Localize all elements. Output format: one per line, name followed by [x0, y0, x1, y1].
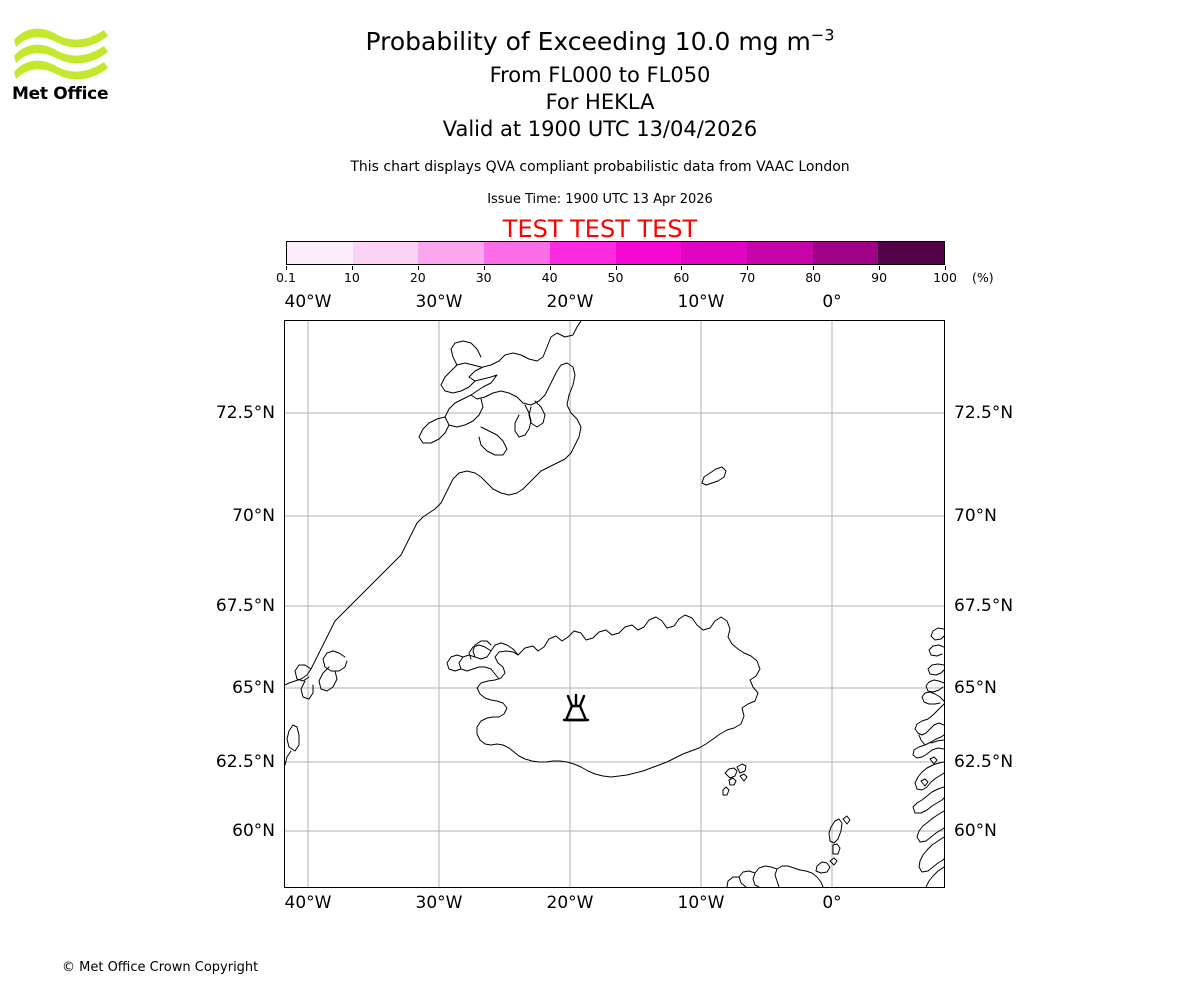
- colorbar-tick-0.1: 0.1: [276, 270, 296, 285]
- map-gridlines: [285, 321, 944, 887]
- colorbar-tick-mark: [286, 266, 287, 270]
- colorbar-band-6: [681, 242, 747, 264]
- lon-label-bottom--40: 40°W: [284, 893, 332, 913]
- colorbar-swatches: [286, 241, 945, 265]
- lon-label-bottom--30: 30°W: [415, 893, 463, 913]
- lat-label-left-70: 70°N: [232, 506, 275, 526]
- colorbar-tick-30: 30: [475, 270, 492, 285]
- colorbar-band-0: [287, 242, 353, 264]
- page-title: Probability of Exceeding 10.0 mg m−3: [0, 26, 1200, 58]
- lat-label-right-72.5: 72.5°N: [954, 403, 1014, 423]
- colorbar-unit-label: (%): [972, 270, 994, 285]
- colorbar-tick-mark: [813, 266, 815, 270]
- lon-label-top--40: 40°W: [284, 292, 332, 312]
- lat-label-left-72.5: 72.5°N: [215, 403, 275, 423]
- colorbar-tick-mark: [747, 266, 749, 270]
- colorbar-tick-mark: [681, 266, 683, 270]
- colorbar-band-5: [615, 242, 682, 264]
- colorbar-tick-mark: [417, 266, 419, 270]
- lon-label-top--30: 30°W: [415, 292, 463, 312]
- met-office-logo-text: Met Office: [12, 84, 109, 104]
- colorbar-tick-mark: [945, 266, 946, 270]
- coastlines: [285, 321, 944, 887]
- colorbar-tick-10: 10: [343, 270, 360, 285]
- colorbar-band-1: [352, 242, 419, 264]
- lat-label-left-67.5: 67.5°N: [215, 596, 275, 616]
- ash-probability-map[interactable]: [284, 320, 945, 888]
- lat-label-right-60: 60°N: [954, 821, 997, 841]
- colorbar-tick-mark: [351, 266, 353, 270]
- lon-label-top--10: 10°W: [677, 292, 725, 312]
- lat-label-right-70: 70°N: [954, 506, 997, 526]
- colorbar-tick-70: 70: [739, 270, 756, 285]
- test-banner: TEST TEST TEST: [502, 215, 698, 243]
- colorbar-tick-60: 60: [673, 270, 690, 285]
- met-office-logo: Met Office: [12, 24, 112, 114]
- colorbar-tick-mark: [549, 266, 551, 270]
- colorbar-band-3: [484, 242, 550, 264]
- issue-time: Issue Time: 1900 UTC 13 Apr 2026: [487, 192, 713, 207]
- colorbar-tick-mark: [483, 266, 485, 270]
- copyright-notice: © Met Office Crown Copyright: [62, 960, 259, 975]
- lat-label-left-62.5: 62.5°N: [215, 752, 275, 772]
- colorbar-tick-50: 50: [607, 270, 624, 285]
- colorbar-band-4: [549, 242, 616, 264]
- volcano-marker: [562, 693, 590, 722]
- lon-label-bottom-0: 0°: [822, 893, 842, 913]
- lon-label-bottom--20: 20°W: [546, 893, 594, 913]
- lon-label-top--20: 20°W: [546, 292, 594, 312]
- lat-label-right-62.5: 62.5°N: [954, 752, 1014, 772]
- colorbar-tick-100: 100: [933, 270, 957, 285]
- colorbar-tick-80: 80: [805, 270, 822, 285]
- colorbar-band-7: [746, 242, 813, 264]
- lat-label-left-60: 60°N: [232, 821, 275, 841]
- lat-label-right-67.5: 67.5°N: [954, 596, 1014, 616]
- qva-note: This chart displays QVA compliant probab…: [350, 159, 850, 175]
- colorbar-tick-mark: [879, 266, 881, 270]
- colorbar-tick-mark: [615, 266, 617, 270]
- lon-label-top-0: 0°: [822, 292, 842, 312]
- lat-label-left-65: 65°N: [232, 678, 275, 698]
- colorbar-band-9: [878, 242, 945, 264]
- volcano-subtitle: For HEKLA: [545, 90, 655, 114]
- colorbar-tick-90: 90: [871, 270, 888, 285]
- page-title-text: Probability of Exceeding 10.0 mg m: [365, 27, 811, 56]
- valid-time-subtitle: Valid at 1900 UTC 13/04/2026: [442, 117, 758, 141]
- colorbar-tick-40: 40: [541, 270, 558, 285]
- flight-level-subtitle: From FL000 to FL050: [489, 63, 711, 87]
- lon-label-bottom--10: 10°W: [677, 893, 725, 913]
- probability-colorbar: [286, 241, 945, 265]
- colorbar-band-8: [812, 242, 879, 264]
- lat-label-right-65: 65°N: [954, 678, 997, 698]
- colorbar-tick-labels: 0.1 10 20 30 40 50 60 70 80 90 100: [276, 266, 957, 285]
- colorbar-tick-20: 20: [409, 270, 426, 285]
- colorbar-band-2: [418, 242, 485, 264]
- page-title-exponent: −3: [810, 25, 835, 45]
